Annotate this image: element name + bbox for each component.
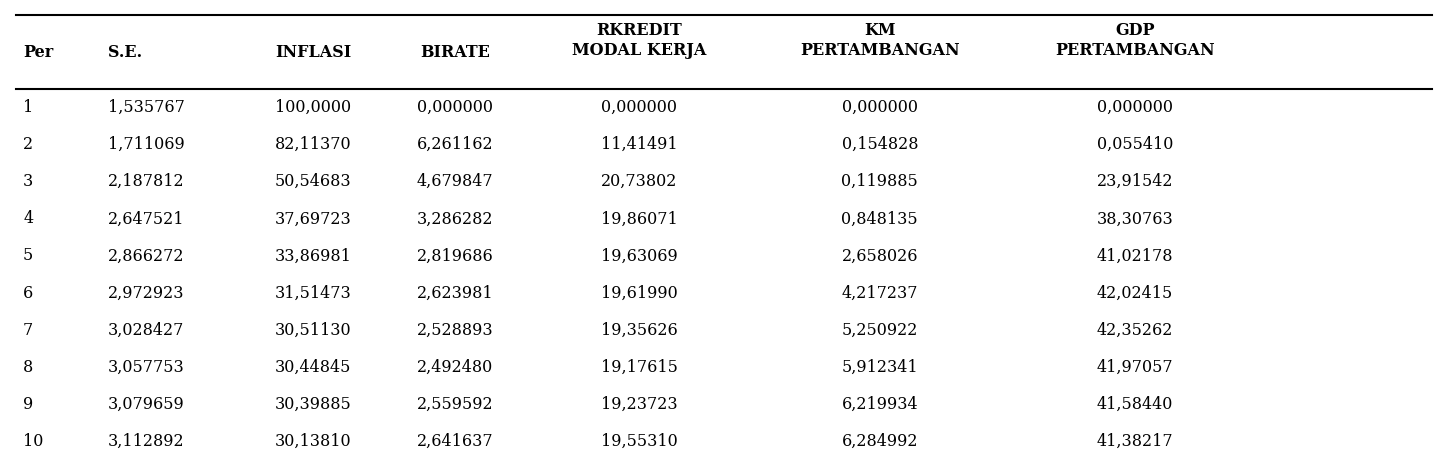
Text: 0,000000: 0,000000 — [1096, 99, 1173, 116]
Text: 19,86071: 19,86071 — [601, 210, 678, 228]
Text: 30,13810: 30,13810 — [275, 433, 352, 450]
Text: 31,51473: 31,51473 — [275, 284, 352, 302]
Text: 33,86981: 33,86981 — [275, 248, 352, 264]
Text: 6,219934: 6,219934 — [841, 396, 918, 413]
Text: 3,057753: 3,057753 — [109, 359, 185, 376]
Text: 1: 1 — [23, 99, 33, 116]
Text: 23,91542: 23,91542 — [1096, 173, 1173, 190]
Text: 9: 9 — [23, 396, 33, 413]
Text: MODAL KERJA: MODAL KERJA — [572, 42, 707, 59]
Text: 30,44845: 30,44845 — [275, 359, 352, 376]
Text: 0,119885: 0,119885 — [841, 173, 918, 190]
Text: 41,02178: 41,02178 — [1096, 248, 1173, 264]
Text: 42,02415: 42,02415 — [1096, 284, 1173, 302]
Text: 100,0000: 100,0000 — [275, 99, 352, 116]
Text: 19,35626: 19,35626 — [601, 322, 678, 339]
Text: 19,17615: 19,17615 — [601, 359, 678, 376]
Text: 2,623981: 2,623981 — [417, 284, 494, 302]
Text: 1,711069: 1,711069 — [109, 136, 185, 153]
Text: S.E.: S.E. — [109, 44, 142, 61]
Text: 2,528893: 2,528893 — [417, 322, 494, 339]
Text: 19,55310: 19,55310 — [601, 433, 678, 450]
Text: PERTAMBANGAN: PERTAMBANGAN — [799, 42, 960, 59]
Text: 6,284992: 6,284992 — [841, 433, 918, 450]
Text: 2,972923: 2,972923 — [109, 284, 184, 302]
Text: 30,51130: 30,51130 — [275, 322, 352, 339]
Text: 5: 5 — [23, 248, 33, 264]
Text: 19,63069: 19,63069 — [601, 248, 678, 264]
Text: 19,61990: 19,61990 — [601, 284, 678, 302]
Text: 3,112892: 3,112892 — [109, 433, 185, 450]
Text: 5,912341: 5,912341 — [841, 359, 918, 376]
Text: 1,535767: 1,535767 — [109, 99, 185, 116]
Text: 0,154828: 0,154828 — [841, 136, 918, 153]
Text: 3,286282: 3,286282 — [417, 210, 494, 228]
Text: 2,658026: 2,658026 — [841, 248, 918, 264]
Text: 20,73802: 20,73802 — [601, 173, 678, 190]
Text: 41,97057: 41,97057 — [1096, 359, 1173, 376]
Text: 2,187812: 2,187812 — [109, 173, 185, 190]
Text: 6: 6 — [23, 284, 33, 302]
Text: 3: 3 — [23, 173, 33, 190]
Text: 50,54683: 50,54683 — [275, 173, 352, 190]
Text: 2,641637: 2,641637 — [417, 433, 494, 450]
Text: 41,58440: 41,58440 — [1096, 396, 1173, 413]
Text: BIRATE: BIRATE — [420, 44, 489, 61]
Text: 2,492480: 2,492480 — [417, 359, 492, 376]
Text: 2: 2 — [23, 136, 33, 153]
Text: 2,647521: 2,647521 — [109, 210, 184, 228]
Text: PERTAMBANGAN: PERTAMBANGAN — [1056, 42, 1215, 59]
Text: RKREDIT: RKREDIT — [597, 22, 682, 39]
Text: 41,38217: 41,38217 — [1096, 433, 1173, 450]
Text: 0,000000: 0,000000 — [601, 99, 678, 116]
Text: 5,250922: 5,250922 — [841, 322, 918, 339]
Text: 10: 10 — [23, 433, 43, 450]
Text: 3,079659: 3,079659 — [109, 396, 185, 413]
Text: 30,39885: 30,39885 — [275, 396, 352, 413]
Text: 7: 7 — [23, 322, 33, 339]
Text: 2,866272: 2,866272 — [109, 248, 184, 264]
Text: GDP: GDP — [1115, 22, 1154, 39]
Text: 0,848135: 0,848135 — [841, 210, 918, 228]
Text: 8: 8 — [23, 359, 33, 376]
Text: 19,23723: 19,23723 — [601, 396, 678, 413]
Text: 4,217237: 4,217237 — [841, 284, 918, 302]
Text: 4,679847: 4,679847 — [417, 173, 494, 190]
Text: 4: 4 — [23, 210, 33, 228]
Text: 82,11370: 82,11370 — [275, 136, 352, 153]
Text: Per: Per — [23, 44, 54, 61]
Text: 0,000000: 0,000000 — [841, 99, 918, 116]
Text: 0,055410: 0,055410 — [1096, 136, 1173, 153]
Text: 6,261162: 6,261162 — [417, 136, 494, 153]
Text: 0,000000: 0,000000 — [417, 99, 492, 116]
Text: 2,559592: 2,559592 — [417, 396, 494, 413]
Text: 3,028427: 3,028427 — [109, 322, 184, 339]
Text: 2,819686: 2,819686 — [417, 248, 494, 264]
Text: 11,41491: 11,41491 — [601, 136, 678, 153]
Text: 38,30763: 38,30763 — [1096, 210, 1173, 228]
Text: INFLASI: INFLASI — [275, 44, 352, 61]
Text: 37,69723: 37,69723 — [275, 210, 352, 228]
Text: 42,35262: 42,35262 — [1096, 322, 1173, 339]
Text: KM: KM — [864, 22, 895, 39]
